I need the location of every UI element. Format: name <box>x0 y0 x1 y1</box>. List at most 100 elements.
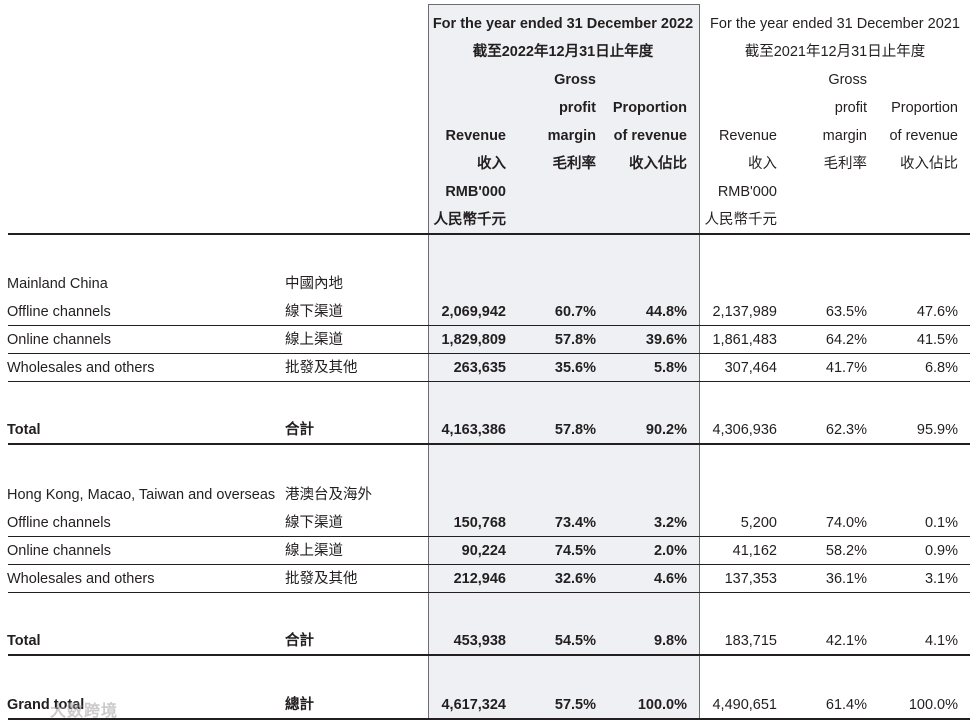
margin-2021: 58.2% <box>825 543 867 559</box>
proportion-2022: 39.6% <box>645 332 687 348</box>
revenue-2021: 4,306,936 <box>712 422 777 438</box>
proportion-2021: 0.1% <box>924 515 958 531</box>
revenue-2022: 453,938 <box>453 633 506 649</box>
current-year-shading <box>428 4 700 720</box>
margin-2021: 74.0% <box>825 515 867 531</box>
margin-2022: 60.7% <box>554 304 596 320</box>
margin-2022: 57.8% <box>554 422 596 438</box>
proportion-2021: 41.5% <box>916 332 958 348</box>
header-2021-margin: margin <box>822 128 867 144</box>
revenue-2022: 2,069,942 <box>441 304 506 320</box>
total-label-zh: 合計 <box>285 633 314 649</box>
row-label-zh: 線上渠道 <box>285 332 343 348</box>
row-label-zh: 線下渠道 <box>285 515 343 531</box>
revenue-2021: 4,490,651 <box>712 697 777 713</box>
proportion-2021: 95.9% <box>916 422 958 438</box>
margin-2022: 35.6% <box>554 360 596 376</box>
margin-2022: 32.6% <box>554 571 596 587</box>
margin-2021: 41.7% <box>825 360 867 376</box>
row-label-zh: 批發及其他 <box>285 571 358 587</box>
header-2022-profit: profit <box>558 100 596 116</box>
total-label-zh: 合計 <box>285 422 314 438</box>
margin-2021: 64.2% <box>825 332 867 348</box>
section-title-en: Hong Kong, Macao, Taiwan and overseas <box>7 487 276 503</box>
proportion-2021: 100.0% <box>908 697 958 713</box>
header-2021-revenue-zh: 收入 <box>748 156 777 172</box>
proportion-2021: 47.6% <box>916 304 958 320</box>
grand-total-rule <box>8 718 970 720</box>
total-rule <box>8 654 970 656</box>
row-label-en: Wholesales and others <box>7 360 155 376</box>
header-2022-gross: Gross <box>554 72 596 88</box>
proportion-2022: 90.2% <box>645 422 687 438</box>
margin-2021: 63.5% <box>825 304 867 320</box>
proportion-2021: 4.1% <box>924 633 958 649</box>
margin-2022: 57.5% <box>554 697 596 713</box>
proportion-2022: 4.6% <box>653 571 687 587</box>
header-2021-revenue: Revenue <box>718 128 777 144</box>
proportion-2022: 100.0% <box>637 697 687 713</box>
header-2021-proportion: Proportion <box>891 100 958 116</box>
revenue-2021: 41,162 <box>732 543 777 559</box>
header-2022-margin: margin <box>547 128 596 144</box>
row-label-en: Online channels <box>7 332 111 348</box>
header-2021-unit-en: RMB'000 <box>717 184 777 200</box>
proportion-2022: 44.8% <box>645 304 687 320</box>
row-divider <box>8 536 970 537</box>
margin-2021: 62.3% <box>825 422 867 438</box>
revenue-2021: 307,464 <box>724 360 777 376</box>
header-2021-zh: 截至2021年12月31日止年度 <box>744 44 926 60</box>
revenue-2022: 90,224 <box>461 543 506 559</box>
header-2022-of-revenue: of revenue <box>613 128 687 144</box>
revenue-2022: 263,635 <box>453 360 506 376</box>
row-divider <box>8 353 970 354</box>
margin-2022: 57.8% <box>554 332 596 348</box>
current-year-top-border <box>428 4 699 5</box>
grand-total-label-zh: 總計 <box>285 697 314 713</box>
grand-total-label-en: Grand total <box>7 697 85 713</box>
revenue-2021: 137,353 <box>724 571 777 587</box>
revenue-2022: 212,946 <box>453 571 506 587</box>
proportion-2022: 3.2% <box>653 515 687 531</box>
header-2022-zh: 截至2022年12月31日止年度 <box>472 44 654 60</box>
margin-2022: 54.5% <box>554 633 596 649</box>
row-label-zh: 線上渠道 <box>285 543 343 559</box>
header-2021-margin-zh: 毛利率 <box>823 156 868 172</box>
row-label-zh: 批發及其他 <box>285 360 358 376</box>
proportion-2021: 3.1% <box>924 571 958 587</box>
row-divider <box>8 381 970 382</box>
revenue-2021: 1,861,483 <box>712 332 777 348</box>
proportion-2021: 0.9% <box>924 543 958 559</box>
header-2021-unit-zh: 人民幣千元 <box>704 212 778 228</box>
header-2022-revenue: Revenue <box>445 128 506 144</box>
proportion-2022: 5.8% <box>653 360 687 376</box>
row-label-en: Offline channels <box>7 515 111 531</box>
revenue-2021: 2,137,989 <box>712 304 777 320</box>
margin-2021: 42.1% <box>825 633 867 649</box>
total-label-en: Total <box>7 422 41 438</box>
proportion-2021: 6.8% <box>924 360 958 376</box>
row-label-en: Offline channels <box>7 304 111 320</box>
margin-2021: 61.4% <box>825 697 867 713</box>
header-rule <box>8 233 970 235</box>
header-2021-en: For the year ended 31 December 2021 <box>710 16 960 32</box>
row-label-zh: 線下渠道 <box>285 304 343 320</box>
total-rule <box>8 443 970 445</box>
header-2022-en: For the year ended 31 December 2022 <box>432 16 694 32</box>
section-title-zh: 港澳台及海外 <box>285 487 372 503</box>
row-divider <box>8 592 970 593</box>
header-2022-margin-zh: 毛利率 <box>552 156 597 172</box>
header-2022-unit-zh: 人民幣千元 <box>433 212 507 228</box>
total-label-en: Total <box>7 633 41 649</box>
row-divider <box>8 564 970 565</box>
header-2021-gross: Gross <box>828 72 867 88</box>
section-title-en: Mainland China <box>7 276 108 292</box>
row-label-en: Online channels <box>7 543 111 559</box>
header-2021-profit: profit <box>834 100 867 116</box>
proportion-2022: 2.0% <box>653 543 687 559</box>
margin-2022: 73.4% <box>554 515 596 531</box>
row-divider <box>8 325 970 326</box>
revenue-2022: 1,829,809 <box>441 332 506 348</box>
header-2022-proportion-zh: 收入佔比 <box>629 156 687 172</box>
revenue-2021: 5,200 <box>740 515 777 531</box>
